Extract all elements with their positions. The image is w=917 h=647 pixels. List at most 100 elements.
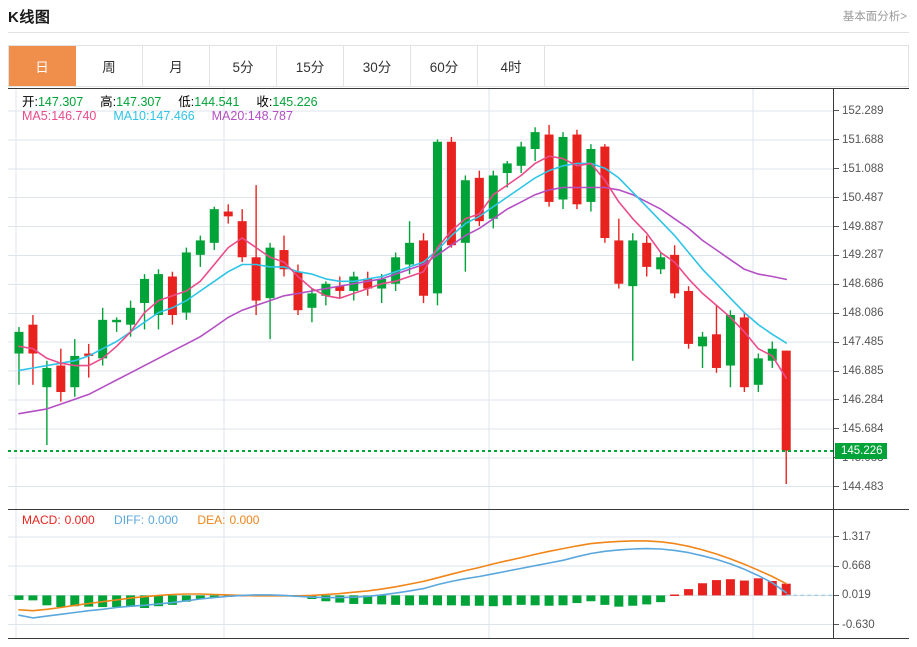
axis-tick-label: 149.887	[842, 220, 884, 233]
candle-body	[711, 334, 721, 368]
macd-bar	[335, 595, 345, 603]
candle-body	[656, 257, 666, 270]
price-axis-tick: 150.487	[834, 192, 884, 204]
candle-body	[237, 221, 247, 258]
candle-body	[586, 148, 596, 202]
candle-body	[684, 290, 694, 344]
macd-bar	[600, 595, 610, 605]
macd-plot[interactable]	[8, 510, 833, 638]
macd-bar	[656, 595, 666, 603]
price-axis-tick: 151.688	[834, 134, 884, 146]
price-axis-tick: 148.086	[834, 307, 884, 319]
axis-tick-dash	[834, 370, 839, 372]
candle-body	[419, 240, 429, 296]
candle-body	[98, 319, 108, 359]
tab-3[interactable]: 月	[143, 46, 210, 86]
axis-tick-dash	[834, 486, 839, 488]
close-value: 145.226	[272, 95, 318, 109]
fundamental-analysis-link[interactable]: 基本面分析>	[842, 11, 907, 23]
macd-canvas[interactable]	[8, 510, 833, 638]
macd-bar	[126, 595, 136, 607]
axis-tick-label: 152.289	[842, 105, 884, 117]
candle-body	[781, 350, 791, 451]
tab-label: 月	[169, 60, 183, 75]
header-divider	[8, 32, 909, 33]
close-label: 收:	[256, 95, 273, 109]
macd-bar	[753, 578, 763, 596]
macd-bar	[614, 595, 624, 607]
candle-body	[488, 175, 498, 219]
candle-body	[335, 286, 345, 291]
price-axis-tick: 147.485	[834, 336, 884, 348]
macd-histogram	[14, 578, 791, 608]
tab-8[interactable]: 4时	[478, 46, 545, 86]
candle-body	[181, 252, 191, 313]
diff-line	[18, 547, 788, 619]
macd-bar	[488, 595, 498, 607]
candle-series	[14, 124, 791, 484]
axis-tick-dash	[834, 428, 839, 430]
candle-body	[223, 211, 233, 217]
candle-body	[642, 242, 652, 267]
ma10-label: MA10:	[113, 109, 150, 123]
axis-tick-dash	[834, 565, 839, 567]
macd-bar	[70, 595, 80, 607]
tab-label: 周	[102, 60, 116, 75]
candle-body	[600, 146, 610, 239]
axis-tick-dash	[834, 624, 839, 626]
candle-body	[56, 365, 66, 393]
macd-axis-tick: 0.019	[834, 589, 871, 601]
tab-6[interactable]: 30分	[344, 46, 411, 86]
axis-tick-dash	[834, 312, 839, 314]
tab-label: 5分	[232, 60, 254, 75]
tab-2[interactable]: 周	[76, 46, 143, 86]
macd-bar	[112, 595, 122, 608]
price-axis-tick: 152.289	[834, 105, 884, 117]
candle-body	[70, 355, 80, 388]
price-panel: 开:147.307 高:147.307 低:144.541 收:145.226 …	[8, 88, 909, 510]
candle-body	[698, 336, 708, 347]
ma5-label: MA5:	[22, 109, 52, 123]
candle-body	[739, 317, 749, 388]
macd-axis-tick: 1.317	[834, 531, 871, 543]
candle-body	[307, 293, 317, 308]
candle-body	[391, 257, 401, 284]
tab-1[interactable]: 日	[9, 46, 76, 86]
axis-tick-label: 0.019	[842, 589, 871, 602]
candle-body	[28, 324, 38, 354]
tab-5[interactable]: 15分	[277, 46, 344, 86]
axis-tick-label: -0.630	[842, 618, 875, 631]
macd-bar	[502, 595, 512, 606]
macd-bar	[516, 595, 526, 605]
candlestick-canvas[interactable]	[8, 89, 833, 509]
price-axis-tick: 144.483	[834, 481, 884, 493]
axis-tick-label: 151.688	[842, 133, 884, 146]
axis-tick-dash	[834, 110, 839, 112]
axis-tick-label: 146.284	[842, 394, 884, 407]
candle-body	[195, 240, 205, 255]
candle-body	[767, 348, 777, 361]
axis-tick-dash	[834, 341, 839, 343]
axis-tick-label: 151.088	[842, 162, 884, 175]
candle-body	[279, 250, 289, 270]
macd-bar	[405, 595, 415, 606]
macd-bar	[195, 595, 205, 599]
ma10-line	[18, 162, 788, 372]
macd-axis: 1.317 0.668 0.019 -0.630	[833, 510, 909, 638]
high-label: 高:	[100, 95, 117, 109]
price-axis-tick: 149.887	[834, 221, 884, 233]
axis-tick-dash	[834, 226, 839, 228]
tab-7[interactable]: 60分	[411, 46, 478, 86]
tab-4[interactable]: 5分	[210, 46, 277, 86]
dea-line	[18, 540, 788, 612]
candle-body	[530, 132, 540, 149]
price-plot[interactable]	[8, 89, 833, 509]
ma5-line	[18, 155, 788, 379]
candle-body	[251, 257, 261, 301]
macd-bar	[474, 595, 484, 606]
ma20-line	[18, 186, 788, 415]
axis-tick-label: 144.483	[842, 480, 884, 493]
macd-bar	[558, 595, 568, 606]
current-price-label: 145.226	[841, 444, 883, 457]
candle-body	[432, 141, 442, 294]
